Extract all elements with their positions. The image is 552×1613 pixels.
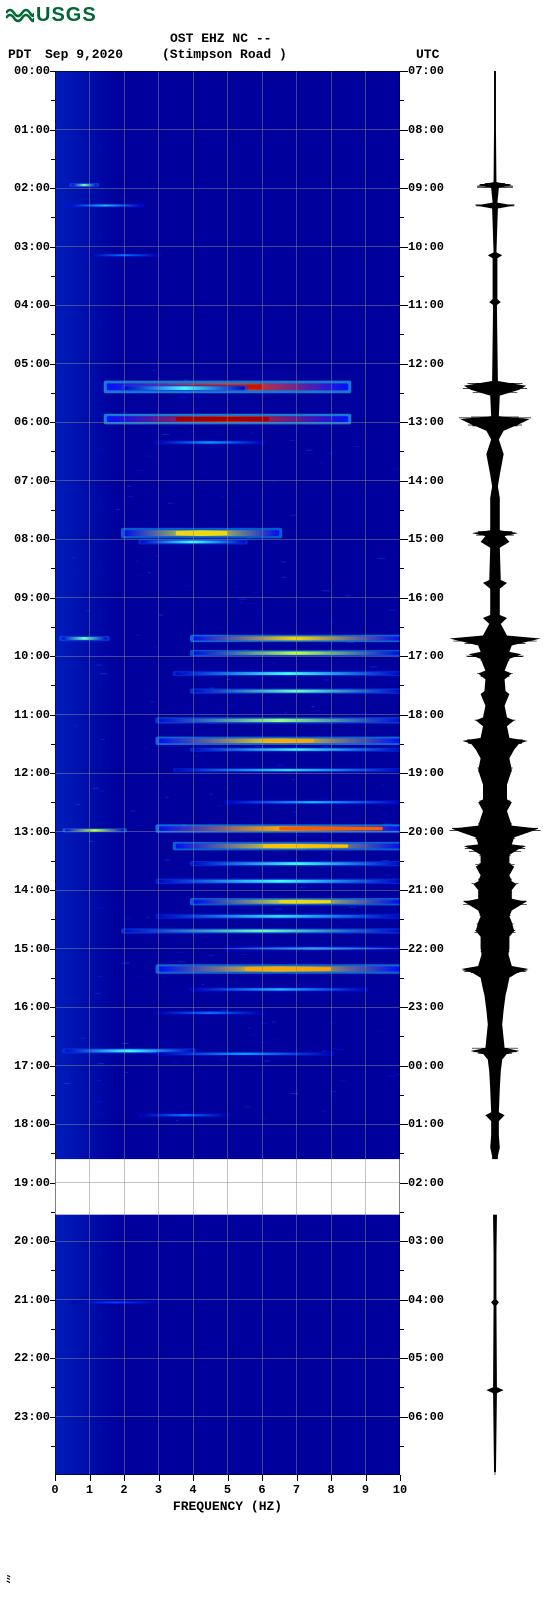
left-tick-label: 05:00 bbox=[4, 357, 50, 371]
x-tick-label: 2 bbox=[120, 1483, 127, 1497]
right-tick-label: 01:00 bbox=[408, 1117, 444, 1131]
x-tick-label: 7 bbox=[293, 1483, 300, 1497]
left-tick-label: 18:00 bbox=[4, 1117, 50, 1131]
x-tick-label: 3 bbox=[155, 1483, 162, 1497]
right-tick-label: 05:00 bbox=[408, 1351, 444, 1365]
x-tick-label: 0 bbox=[51, 1483, 58, 1497]
right-tick-label: 14:00 bbox=[408, 474, 444, 488]
right-tick-label: 21:00 bbox=[408, 883, 444, 897]
left-tick-label: 20:00 bbox=[4, 1234, 50, 1248]
left-tick-label: 14:00 bbox=[4, 883, 50, 897]
left-tick-label: 16:00 bbox=[4, 1000, 50, 1014]
right-tick-label: 12:00 bbox=[408, 357, 444, 371]
right-tick-label: 13:00 bbox=[408, 415, 444, 429]
spectrogram bbox=[55, 71, 400, 1475]
right-tick-label: 03:00 bbox=[408, 1234, 444, 1248]
left-tick-label: 12:00 bbox=[4, 766, 50, 780]
right-tick-label: 15:00 bbox=[408, 532, 444, 546]
right-tick-label: 11:00 bbox=[408, 298, 444, 312]
left-tick-label: 01:00 bbox=[4, 123, 50, 137]
chart-header: OST EHZ NC -- (Stimpson Road ) PDT Sep 9… bbox=[0, 27, 552, 71]
right-tick-label: 22:00 bbox=[408, 942, 444, 956]
right-tick-label: 23:00 bbox=[408, 1000, 444, 1014]
x-tick-label: 1 bbox=[86, 1483, 93, 1497]
left-tick-label: 09:00 bbox=[4, 591, 50, 605]
left-tick-label: 21:00 bbox=[4, 1293, 50, 1307]
x-tick-label: 5 bbox=[224, 1483, 231, 1497]
left-tick-label: 15:00 bbox=[4, 942, 50, 956]
left-tick-label: 10:00 bbox=[4, 649, 50, 663]
right-tick-label: 07:00 bbox=[408, 64, 444, 78]
right-tick-label: 18:00 bbox=[408, 708, 444, 722]
right-tick-label: 04:00 bbox=[408, 1293, 444, 1307]
left-tick-label: 13:00 bbox=[4, 825, 50, 839]
left-tick-label: 08:00 bbox=[4, 532, 50, 546]
left-tick-label: 07:00 bbox=[4, 474, 50, 488]
left-tick-label: 19:00 bbox=[4, 1176, 50, 1190]
left-tick-label: 02:00 bbox=[4, 181, 50, 195]
x-axis-label: FREQUENCY (HZ) bbox=[55, 1499, 400, 1514]
right-tick-label: 09:00 bbox=[408, 181, 444, 195]
right-tick-label: 08:00 bbox=[408, 123, 444, 137]
x-tick-label: 6 bbox=[258, 1483, 265, 1497]
right-tick-label: 17:00 bbox=[408, 649, 444, 663]
right-tz-label: UTC bbox=[416, 47, 439, 62]
right-tick-label: 00:00 bbox=[408, 1059, 444, 1073]
right-tick-label: 19:00 bbox=[408, 766, 444, 780]
left-tz-label: PDT bbox=[8, 47, 31, 62]
wave-icon bbox=[6, 6, 34, 26]
left-tick-label: 03:00 bbox=[4, 240, 50, 254]
left-tick-label: 11:00 bbox=[4, 708, 50, 722]
date-label: Sep 9,2020 bbox=[45, 47, 123, 62]
waveform-trace bbox=[445, 71, 545, 1475]
footer-glyph: ﾐ bbox=[0, 1571, 552, 1587]
plot-area: 00:00 01:00 02:00 03:00 04:00 05:00 06:00 07:00… bbox=[0, 71, 552, 1571]
station-code: OST EHZ NC -- bbox=[170, 31, 271, 46]
right-tick-label: 02:00 bbox=[408, 1176, 444, 1190]
station-site: (Stimpson Road ) bbox=[162, 47, 287, 62]
left-tick-label: 23:00 bbox=[4, 1410, 50, 1424]
x-tick-label: 4 bbox=[189, 1483, 196, 1497]
right-tick-label: 16:00 bbox=[408, 591, 444, 605]
logo-text: USGS bbox=[36, 4, 97, 27]
right-tick-label: 06:00 bbox=[408, 1410, 444, 1424]
left-tick-label: 17:00 bbox=[4, 1059, 50, 1073]
left-tick-label: 04:00 bbox=[4, 298, 50, 312]
left-tick-label: 22:00 bbox=[4, 1351, 50, 1365]
right-tick-label: 20:00 bbox=[408, 825, 444, 839]
x-tick-label: 8 bbox=[327, 1483, 334, 1497]
right-tick-label: 10:00 bbox=[408, 240, 444, 254]
left-tick-label: 06:00 bbox=[4, 415, 50, 429]
x-tick-label: 9 bbox=[362, 1483, 369, 1497]
left-tick-label: 00:00 bbox=[4, 64, 50, 78]
x-tick-label: 10 bbox=[393, 1483, 407, 1497]
usgs-logo: USGS bbox=[0, 0, 552, 27]
